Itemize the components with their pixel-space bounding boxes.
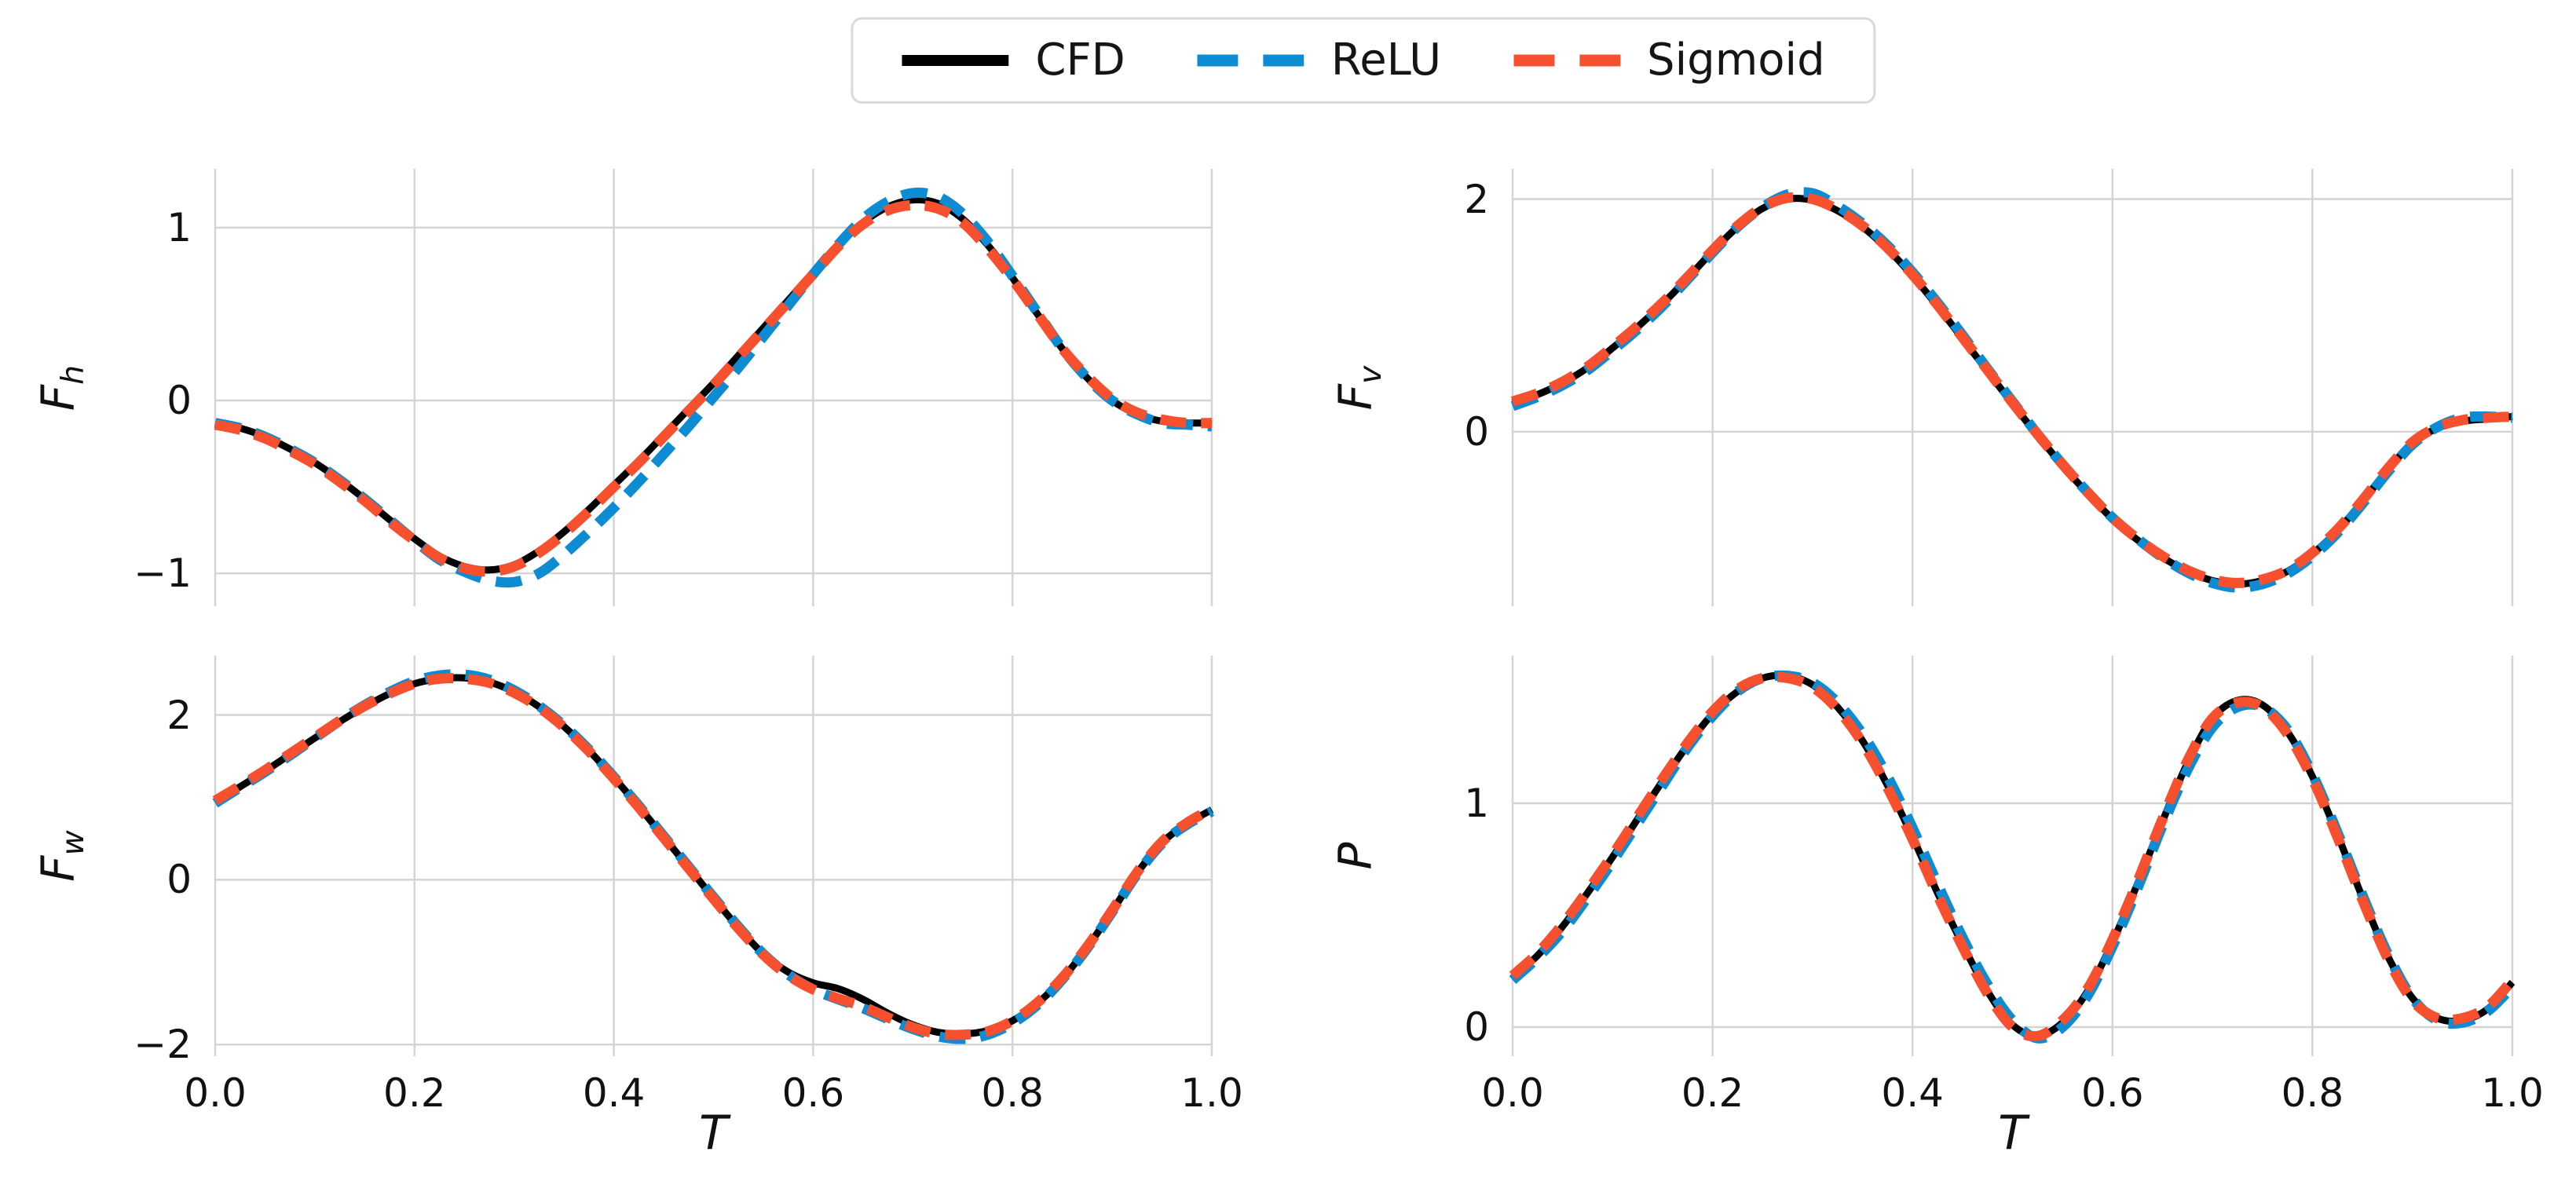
y-tick-label: 2 (166, 692, 192, 738)
legend-item-sigmoid: Sigmoid (1513, 38, 1825, 82)
series-relu (1509, 670, 2516, 1044)
plot-fv: Fv 0 2 (1328, 169, 2514, 606)
series-sigmoid (212, 673, 1215, 1040)
y-axis-label-fh: Fh (31, 364, 92, 411)
x-tick-label: 0.8 (2281, 1070, 2344, 1116)
y-tick-label: 0 (166, 857, 192, 903)
series-cfd (214, 196, 1213, 574)
y-tick-label: −1 (134, 550, 192, 597)
legend-label-relu: ReLU (1330, 35, 1442, 86)
x-tick-label: 1.0 (2481, 1070, 2544, 1116)
x-tick-label: 0.8 (981, 1070, 1044, 1116)
plot-fw: Fw T −2 0 2 0.0 0.2 0.4 0.6 0.8 1.0 (31, 656, 1243, 1157)
series-sigmoid (1510, 192, 2513, 588)
series-cfd (1509, 671, 2516, 1040)
x-axis-label: T (699, 1106, 728, 1161)
y-axis-label-p: P (1328, 842, 1382, 870)
series-sigmoid (214, 199, 1213, 577)
x-tick-label: 0.4 (582, 1070, 646, 1116)
y-axis-label-fw: Fw (31, 830, 92, 882)
x-tick-label: 0.6 (781, 1070, 845, 1116)
legend-item-cfd: CFD (902, 38, 1125, 82)
legend-item-relu: ReLU (1197, 35, 1442, 86)
y-tick-label: 0 (1464, 1004, 1489, 1050)
x-axis-label: T (1998, 1106, 2027, 1161)
cfd-line-icon (902, 55, 1009, 66)
series-relu (1510, 187, 2513, 593)
x-tick-label: 0.0 (1481, 1070, 1544, 1116)
x-tick-label: 0.2 (383, 1070, 446, 1116)
y-tick-label: 1 (166, 204, 192, 250)
y-tick-label: 0 (166, 378, 192, 423)
plot-fh: Fh −1 0 1 (31, 169, 1213, 606)
plot-fv-canvas (1510, 169, 2514, 606)
plot-fh-canvas (214, 169, 1213, 606)
sigmoid-line-icon (1513, 54, 1621, 67)
x-tick-label: 0.6 (2081, 1070, 2144, 1116)
y-tick-label: 0 (1464, 408, 1489, 455)
legend: CFD ReLU Sigmoid (851, 17, 1876, 104)
series-cfd (1511, 195, 2513, 588)
y-tick-label: 2 (1464, 176, 1489, 222)
plot-p: P T 0 1 0.0 0.2 0.4 0.6 0.8 1.0 (1328, 656, 2544, 1157)
y-tick-label: −2 (134, 1022, 192, 1068)
legend-label-sigmoid: Sigmoid (1647, 35, 1825, 86)
x-tick-label: 0.0 (184, 1070, 247, 1116)
y-axis-label-fv: Fv (1328, 365, 1389, 410)
x-tick-label: 0.4 (1881, 1070, 1944, 1116)
relu-line-icon (1197, 54, 1304, 67)
y-tick-label: 1 (1464, 781, 1489, 827)
x-tick-label: 1.0 (1180, 1070, 1243, 1116)
plot-fw-canvas (212, 656, 1215, 1056)
legend-label-cfd: CFD (1035, 35, 1125, 86)
plot-p-canvas (1509, 656, 2516, 1056)
series-sigmoid (1509, 671, 2516, 1042)
x-tick-label: 0.2 (1681, 1070, 1744, 1116)
